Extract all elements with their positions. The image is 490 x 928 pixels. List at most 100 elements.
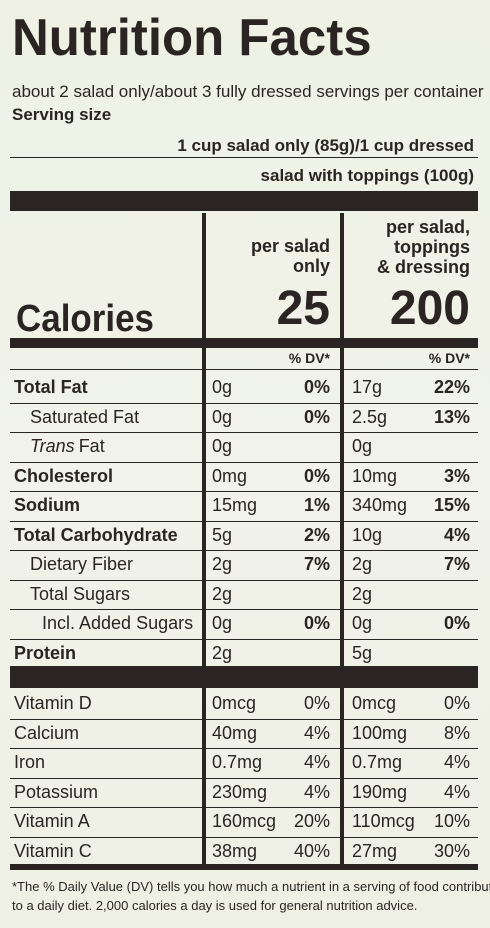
amount: 0g — [212, 613, 233, 633]
amount: 2g — [212, 554, 233, 574]
daily-value: 30% — [433, 840, 470, 861]
serving-size: 1 cup salad only (85g)/1 cup dressed — [177, 136, 474, 155]
daily-value: 7% — [303, 554, 330, 574]
rule — [10, 864, 478, 870]
calories-label: Calories — [16, 298, 154, 340]
rule — [10, 639, 478, 640]
rule — [10, 550, 478, 551]
calories-value: 25 — [276, 282, 330, 335]
dv-label: % DV* — [288, 350, 330, 366]
nutrient-name: Total Fat — [14, 377, 88, 397]
daily-value: 8% — [443, 722, 470, 743]
amount: 15mg — [212, 495, 258, 515]
amount: 10g — [352, 524, 383, 545]
daily-value: 4% — [303, 722, 330, 743]
daily-value: 4% — [443, 524, 470, 545]
rule — [10, 521, 478, 522]
amount: 38mg — [212, 840, 258, 861]
nutrient-name: Protein — [14, 642, 77, 663]
footnote: *The % Daily Value (DV) tells you how mu… — [12, 879, 490, 894]
amount: 0mcg — [212, 693, 257, 713]
amount: 5g — [352, 642, 373, 663]
amount: 2g — [352, 583, 373, 604]
amount: 0g — [212, 406, 233, 427]
nutrient-name: Trans Fat — [30, 437, 105, 455]
amount: 2g — [212, 583, 233, 604]
calories-value: 200 — [389, 282, 470, 335]
amount: 0.7mg — [352, 752, 403, 772]
column-header: per salad, — [385, 217, 470, 237]
daily-value: 10% — [433, 811, 470, 831]
rule — [10, 491, 478, 492]
thick-rule — [10, 191, 478, 211]
nutrient-name: Calcium — [14, 722, 80, 743]
column-header: per salad — [250, 236, 330, 256]
amount: 230mg — [212, 781, 268, 802]
daily-value: 3% — [443, 465, 470, 486]
column-header: toppings — [394, 237, 470, 257]
serving-size-label: Serving size — [12, 105, 112, 124]
daily-value: 13% — [433, 406, 470, 427]
nutrient-name: Total Sugars — [30, 583, 131, 604]
nutrient-name: Vitamin C — [14, 840, 92, 861]
daily-value: 40% — [293, 840, 330, 861]
daily-value: 2% — [303, 524, 330, 545]
daily-value: 22% — [433, 377, 470, 397]
rule — [10, 719, 478, 720]
rule — [10, 157, 478, 158]
daily-value: 15% — [433, 495, 470, 515]
amount: 2.5g — [352, 406, 388, 427]
daily-value: 4% — [443, 781, 470, 802]
rule — [10, 748, 478, 749]
rule — [10, 403, 478, 404]
amount: 2g — [352, 554, 373, 574]
rule — [10, 837, 478, 838]
title: Nutrition Facts — [12, 9, 372, 67]
amount: 110mcg — [352, 811, 415, 831]
amount: 0g — [212, 436, 233, 456]
daily-value: 0% — [303, 406, 330, 427]
daily-value: 0% — [303, 377, 330, 397]
amount: 40mg — [212, 722, 258, 743]
rule — [202, 213, 206, 865]
amount: 0g — [352, 613, 373, 633]
nutrient-name: Saturated Fat — [30, 406, 140, 427]
amount: 0.7mg — [212, 752, 263, 772]
nutrient-name: Incl. Added Sugars — [42, 613, 194, 633]
nutrient-name: Potassium — [14, 781, 99, 802]
rule — [10, 432, 478, 433]
nutrient-name: Total Carbohydrate — [14, 524, 178, 545]
dv-label: % DV* — [428, 350, 470, 366]
amount: 100mg — [352, 722, 408, 743]
amount: 340mg — [352, 495, 408, 515]
servings-per-container: about 2 salad only/about 3 fully dressed… — [12, 82, 484, 101]
rule — [10, 666, 478, 688]
rule — [10, 369, 478, 370]
footnote: to a daily diet. 2,000 calories a day is… — [12, 898, 418, 913]
nutrient-name: Vitamin A — [14, 811, 90, 831]
rule — [10, 338, 478, 348]
daily-value: 7% — [443, 554, 470, 574]
amount: 0mg — [212, 465, 248, 486]
amount: 0g — [212, 377, 233, 397]
amount: 10mg — [352, 465, 398, 486]
amount: 27mg — [352, 840, 398, 861]
rule — [340, 213, 344, 865]
column-header: & dressing — [376, 257, 470, 277]
nutrient-name: Iron — [14, 752, 46, 772]
column-header: only — [292, 256, 330, 276]
rule — [10, 580, 478, 581]
amount: 160mcg — [212, 811, 277, 831]
daily-value: 0% — [443, 693, 470, 713]
nutrient-name: Dietary Fiber — [30, 554, 134, 574]
daily-value: 1% — [303, 495, 330, 515]
daily-value: 4% — [443, 752, 470, 772]
nutrient-name-italic: Trans — [30, 436, 75, 456]
daily-value: 0% — [303, 465, 330, 486]
nutrient-name: Vitamin D — [14, 693, 92, 713]
rule — [10, 462, 478, 463]
amount: 0mcg — [352, 693, 397, 713]
daily-value: 0% — [303, 693, 330, 713]
rule — [10, 609, 478, 610]
